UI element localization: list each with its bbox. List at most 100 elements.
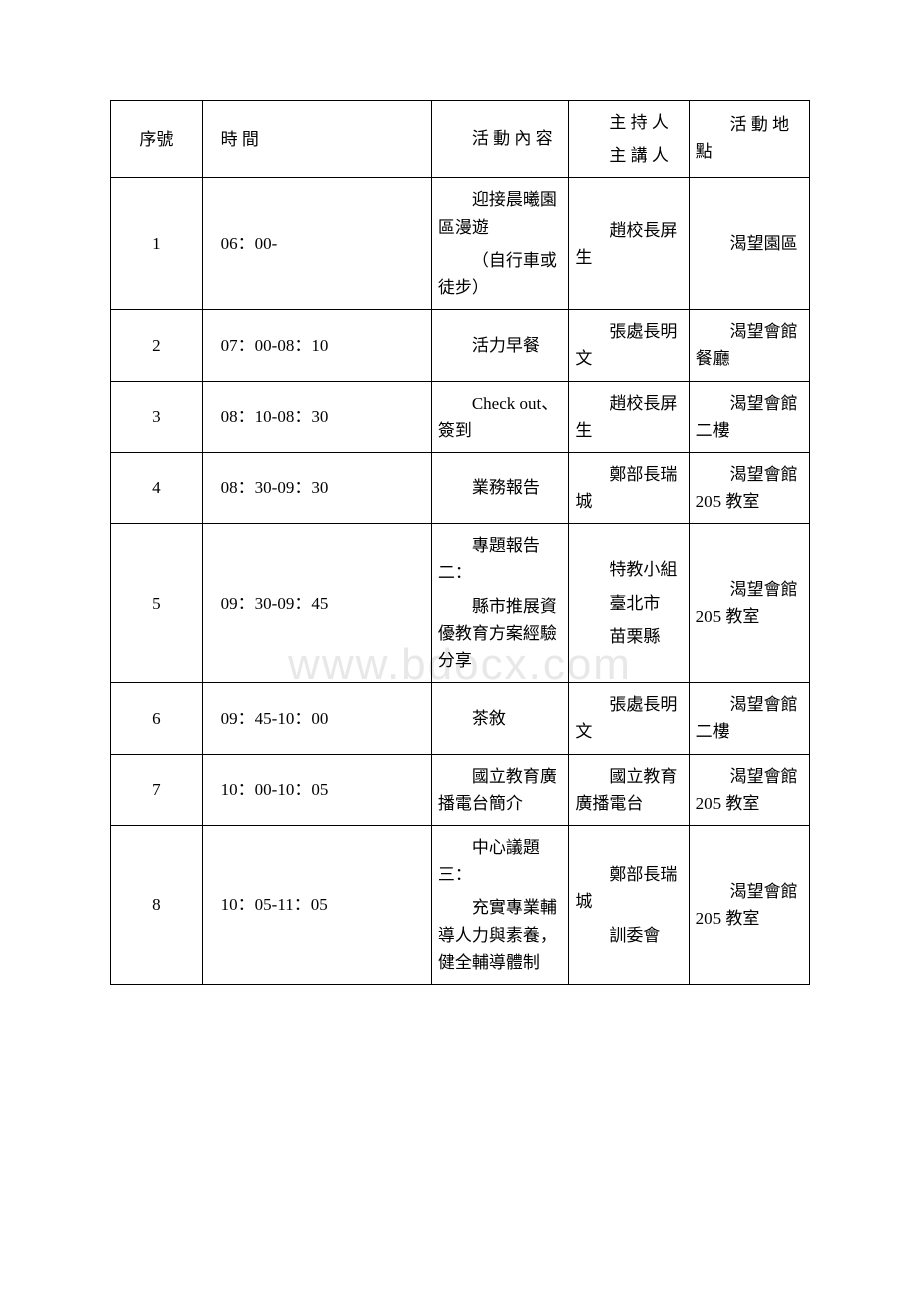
cell-content: 活力早餐 xyxy=(431,310,569,381)
cell-content-line2: （自行車或徒步） xyxy=(438,247,563,301)
cell-presenter-text: 張處長明文 xyxy=(575,691,682,745)
cell-num-text: 5 xyxy=(152,594,161,613)
cell-location-text: 渴望會館 205 教室 xyxy=(696,763,803,817)
cell-content-text: 活力早餐 xyxy=(438,332,563,359)
header-presenter-line2: 主 講 人 xyxy=(575,142,682,169)
cell-content: 中心議題三： 充實專業輔導人力與素養，健全輔導體制 xyxy=(431,825,569,984)
cell-num-text: 2 xyxy=(152,336,161,355)
schedule-table: 序號 時 間 活 動 內 容 主 持 人 主 講 人 活 動 地點 1 06：0… xyxy=(110,100,810,985)
cell-presenter-line2: 臺北市 xyxy=(575,590,682,617)
cell-location-text: 渴望會館二樓 xyxy=(696,390,803,444)
header-presenter: 主 持 人 主 講 人 xyxy=(569,101,689,178)
cell-location-text: 渴望會館餐廳 xyxy=(696,318,803,372)
cell-content-text: 業務報告 xyxy=(438,474,563,501)
header-content-text: 活 動 內 容 xyxy=(438,125,563,152)
cell-content-line1: 專題報告二： xyxy=(438,532,563,586)
table-row: 4 08：30-09：30 業務報告 鄭部長瑞城 渴望會館 205 教室 xyxy=(111,452,810,523)
header-location: 活 動 地點 xyxy=(689,101,809,178)
cell-content: 業務報告 xyxy=(431,452,569,523)
cell-content: Check out、簽到 xyxy=(431,381,569,452)
cell-num: 6 xyxy=(111,683,203,754)
cell-presenter-text: 鄭部長瑞城 xyxy=(575,461,682,515)
cell-presenter-line3: 苗栗縣 xyxy=(575,623,682,650)
cell-time-text: 08：30-09：30 xyxy=(221,478,329,497)
cell-location-text: 渴望會館 205 教室 xyxy=(696,576,803,630)
cell-presenter: 鄭部長瑞城 訓委會 xyxy=(569,825,689,984)
cell-presenter-text: 趙校長屏生 xyxy=(575,390,682,444)
cell-time: 10：00-10：05 xyxy=(202,754,431,825)
cell-content-line2: 縣市推展資優教育方案經驗分享 xyxy=(438,593,563,675)
cell-content-line1: 迎接晨曦園區漫遊 xyxy=(438,186,563,240)
table-row: 5 09：30-09：45 專題報告二： 縣市推展資優教育方案經驗分享 特教小組… xyxy=(111,524,810,683)
cell-content: 國立教育廣播電台簡介 xyxy=(431,754,569,825)
cell-location: 渴望會館 205 教室 xyxy=(689,452,809,523)
cell-time: 09：30-09：45 xyxy=(202,524,431,683)
header-num: 序號 xyxy=(111,101,203,178)
header-content: 活 動 內 容 xyxy=(431,101,569,178)
cell-presenter: 張處長明文 xyxy=(569,310,689,381)
cell-location: 渴望會館 205 教室 xyxy=(689,754,809,825)
cell-presenter-line1: 特教小組 xyxy=(575,556,682,583)
cell-time: 08：10-08：30 xyxy=(202,381,431,452)
cell-presenter: 趙校長屏生 xyxy=(569,178,689,310)
header-time-text: 時 間 xyxy=(221,130,259,149)
cell-presenter: 張處長明文 xyxy=(569,683,689,754)
cell-num-text: 1 xyxy=(152,234,161,253)
cell-num: 2 xyxy=(111,310,203,381)
cell-num: 8 xyxy=(111,825,203,984)
table-row: 1 06：00- 迎接晨曦園區漫遊 （自行車或徒步） 趙校長屏生 渴望園區 xyxy=(111,178,810,310)
cell-num: 4 xyxy=(111,452,203,523)
cell-time: 09：45-10：00 xyxy=(202,683,431,754)
cell-num-text: 8 xyxy=(152,895,161,914)
cell-time-text: 09：45-10：00 xyxy=(221,709,329,728)
cell-time-text: 06：00- xyxy=(221,234,278,253)
cell-location: 渴望會館餐廳 xyxy=(689,310,809,381)
cell-time-text: 07：00-08：10 xyxy=(221,336,329,355)
cell-num: 1 xyxy=(111,178,203,310)
cell-content: 專題報告二： 縣市推展資優教育方案經驗分享 xyxy=(431,524,569,683)
cell-time-text: 10：05-11：05 xyxy=(221,895,328,914)
cell-presenter-line2: 訓委會 xyxy=(575,922,682,949)
cell-time: 06：00- xyxy=(202,178,431,310)
cell-presenter: 趙校長屏生 xyxy=(569,381,689,452)
header-location-text: 活 動 地點 xyxy=(696,111,803,165)
cell-location: 渴望園區 xyxy=(689,178,809,310)
cell-content-line2: 充實專業輔導人力與素養，健全輔導體制 xyxy=(438,894,563,976)
cell-location: 渴望會館二樓 xyxy=(689,683,809,754)
cell-location: 渴望會館二樓 xyxy=(689,381,809,452)
header-presenter-line1: 主 持 人 xyxy=(575,109,682,136)
cell-time-text: 08：10-08：30 xyxy=(221,407,329,426)
cell-time-text: 10：00-10：05 xyxy=(221,780,329,799)
cell-num-text: 7 xyxy=(152,780,161,799)
cell-num: 7 xyxy=(111,754,203,825)
cell-num: 3 xyxy=(111,381,203,452)
cell-presenter: 鄭部長瑞城 xyxy=(569,452,689,523)
table-header-row: 序號 時 間 活 動 內 容 主 持 人 主 講 人 活 動 地點 xyxy=(111,101,810,178)
cell-content: 迎接晨曦園區漫遊 （自行車或徒步） xyxy=(431,178,569,310)
cell-content-line1: 中心議題三： xyxy=(438,834,563,888)
cell-presenter-line1: 鄭部長瑞城 xyxy=(575,861,682,915)
cell-presenter-text: 國立教育廣播電台 xyxy=(575,763,682,817)
table-row: 3 08：10-08：30 Check out、簽到 趙校長屏生 渴望會館二樓 xyxy=(111,381,810,452)
cell-content-text: Check out、簽到 xyxy=(438,390,563,444)
cell-num-text: 3 xyxy=(152,407,161,426)
cell-content-text: 茶敘 xyxy=(438,705,563,732)
cell-location-text: 渴望會館 205 教室 xyxy=(696,461,803,515)
table-row: 6 09：45-10：00 茶敘 張處長明文 渴望會館二樓 xyxy=(111,683,810,754)
cell-num-text: 6 xyxy=(152,709,161,728)
cell-presenter-text: 張處長明文 xyxy=(575,318,682,372)
cell-presenter: 特教小組 臺北市 苗栗縣 xyxy=(569,524,689,683)
header-time: 時 間 xyxy=(202,101,431,178)
cell-content: 茶敘 xyxy=(431,683,569,754)
cell-time-text: 09：30-09：45 xyxy=(221,594,329,613)
cell-location: 渴望會館 205 教室 xyxy=(689,825,809,984)
cell-num: 5 xyxy=(111,524,203,683)
document-page: www.bdocx.com 序號 時 間 活 動 內 容 主 持 人 主 講 人… xyxy=(0,0,920,1065)
cell-time: 08：30-09：30 xyxy=(202,452,431,523)
cell-location-text: 渴望會館 205 教室 xyxy=(696,878,803,932)
cell-presenter-text: 趙校長屏生 xyxy=(575,217,682,271)
cell-location: 渴望會館 205 教室 xyxy=(689,524,809,683)
cell-time: 07：00-08：10 xyxy=(202,310,431,381)
cell-location-text: 渴望園區 xyxy=(696,230,803,257)
cell-content-text: 國立教育廣播電台簡介 xyxy=(438,763,563,817)
